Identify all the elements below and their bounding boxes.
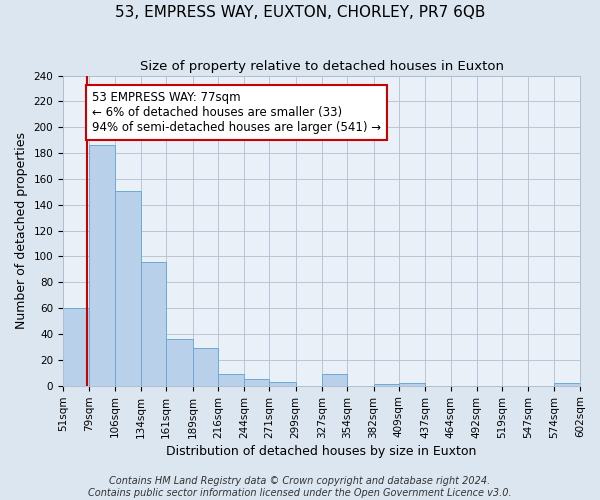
Bar [89,146,115,386]
Bar [115,190,141,386]
Bar [193,348,218,386]
Bar [141,262,166,386]
Bar [554,383,580,386]
Bar [63,308,89,386]
Text: 53, EMPRESS WAY, EUXTON, CHORLEY, PR7 6QB: 53, EMPRESS WAY, EUXTON, CHORLEY, PR7 6Q… [115,5,485,20]
Bar [244,379,269,386]
Bar [399,383,425,386]
Bar [322,374,347,386]
Bar [166,339,193,386]
X-axis label: Distribution of detached houses by size in Euxton: Distribution of detached houses by size … [166,444,477,458]
Bar [374,384,399,386]
Bar [269,382,296,386]
Bar [218,374,244,386]
Y-axis label: Number of detached properties: Number of detached properties [15,132,28,329]
Text: Contains HM Land Registry data © Crown copyright and database right 2024.
Contai: Contains HM Land Registry data © Crown c… [88,476,512,498]
Title: Size of property relative to detached houses in Euxton: Size of property relative to detached ho… [140,60,503,73]
Text: 53 EMPRESS WAY: 77sqm
← 6% of detached houses are smaller (33)
94% of semi-detac: 53 EMPRESS WAY: 77sqm ← 6% of detached h… [92,91,381,134]
